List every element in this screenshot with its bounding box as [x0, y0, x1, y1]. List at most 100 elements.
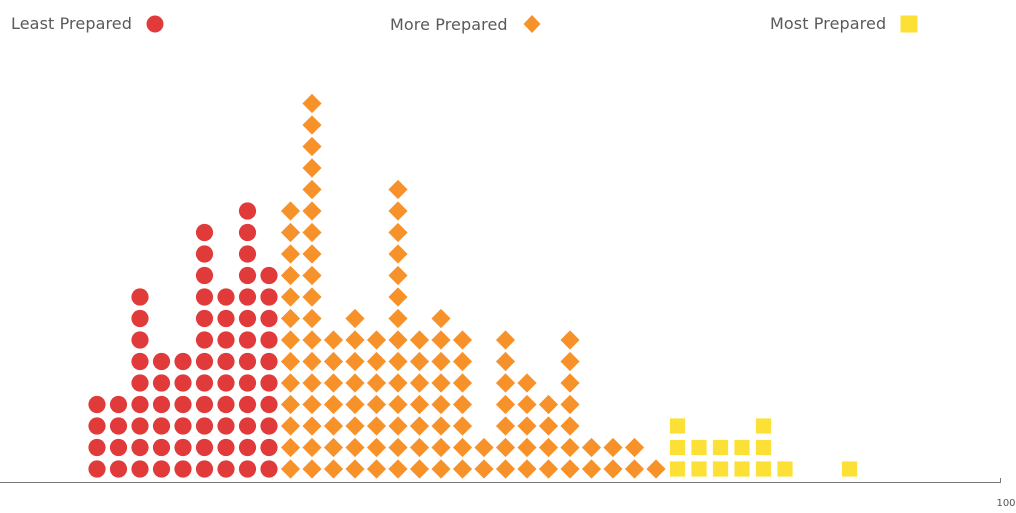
more-prepared-marker [560, 437, 580, 458]
least-prepared-marker [195, 223, 214, 242]
more-prepared-marker [345, 459, 365, 479]
more-prepared-marker [280, 287, 301, 307]
least-prepared-marker [217, 460, 235, 478]
circle-marker-icon [146, 15, 164, 32]
least-prepared-marker [260, 331, 278, 349]
more-prepared-marker [323, 437, 344, 458]
more-prepared-marker [302, 416, 322, 436]
more-prepared-marker [560, 416, 580, 436]
least-prepared-marker [195, 331, 214, 349]
more-prepared-marker [581, 437, 602, 458]
least-prepared-marker [238, 417, 257, 435]
x-tick-label: 100 [996, 498, 1015, 509]
more-prepared-marker [431, 351, 451, 372]
more-prepared-marker [388, 201, 408, 221]
more-prepared-marker [302, 351, 322, 372]
more-prepared-marker [280, 459, 301, 479]
more-prepared-marker [388, 287, 408, 307]
more-prepared-marker [280, 222, 301, 243]
least-prepared-marker [131, 460, 149, 478]
more-prepared-marker [646, 459, 666, 479]
more-prepared-marker [302, 330, 322, 350]
least-prepared-marker [174, 460, 192, 478]
more-prepared-marker [323, 394, 344, 415]
least-prepared-marker [260, 352, 278, 371]
legend-item-most-prepared[interactable]: Most Prepared [770, 14, 918, 33]
least-prepared-marker [260, 438, 278, 457]
least-prepared-marker [88, 395, 106, 414]
legend-label-least-prepared: Least Prepared [11, 14, 133, 33]
more-prepared-marker [388, 330, 408, 350]
more-prepared-marker [302, 265, 322, 286]
more-prepared-marker [431, 437, 451, 458]
more-prepared-marker [345, 351, 365, 372]
least-prepared-marker [131, 288, 149, 306]
more-prepared-marker [495, 437, 516, 458]
least-prepared-marker [217, 417, 235, 435]
least-prepared-marker [217, 374, 235, 392]
legend-item-least-prepared[interactable]: Least Prepared [11, 14, 164, 33]
least-prepared-marker [152, 438, 171, 457]
least-prepared-marker [195, 245, 214, 263]
square-marker-icon [900, 15, 918, 32]
more-prepared-marker [409, 394, 430, 415]
least-prepared-marker [238, 202, 257, 220]
more-prepared-marker [452, 373, 473, 393]
more-prepared-marker [345, 437, 365, 458]
more-prepared-marker [431, 416, 451, 436]
more-prepared-marker [280, 265, 301, 286]
more-prepared-marker [517, 394, 537, 415]
more-prepared-marker [280, 351, 301, 372]
least-prepared-marker [88, 460, 106, 478]
least-prepared-marker [195, 417, 214, 435]
more-prepared-marker [302, 459, 322, 479]
least-prepared-marker [109, 417, 128, 435]
least-prepared-marker [217, 288, 235, 306]
more-prepared-marker [345, 416, 365, 436]
least-prepared-marker [195, 309, 214, 328]
more-prepared-marker [388, 222, 408, 243]
more-prepared-marker [323, 459, 344, 479]
more-prepared-marker [431, 308, 451, 329]
most-prepared-marker [777, 461, 793, 477]
least-prepared-marker [238, 374, 257, 392]
least-prepared-marker [88, 417, 106, 435]
more-prepared-marker [452, 459, 473, 479]
most-prepared-marker [755, 418, 772, 434]
least-prepared-marker [238, 331, 257, 349]
more-prepared-marker [280, 373, 301, 393]
most-prepared-marker [712, 461, 729, 477]
more-prepared-marker [302, 308, 322, 329]
least-prepared-marker [260, 460, 278, 478]
more-prepared-marker [388, 459, 408, 479]
more-prepared-marker [495, 351, 516, 372]
least-prepared-marker [174, 352, 192, 371]
more-prepared-marker [366, 373, 387, 393]
least-prepared-marker [131, 374, 149, 392]
more-prepared-marker [431, 373, 451, 393]
least-prepared-marker [238, 395, 257, 414]
least-prepared-marker [260, 266, 278, 285]
least-prepared-marker [238, 245, 257, 263]
more-prepared-marker [517, 416, 537, 436]
legend-item-more-prepared[interactable]: More Prepared [390, 14, 542, 34]
more-prepared-marker [409, 330, 430, 350]
more-prepared-marker [345, 394, 365, 415]
more-prepared-marker [366, 416, 387, 436]
most-prepared-marker [669, 461, 686, 477]
legend-marker-more-prepared [523, 15, 541, 33]
more-prepared-marker [452, 330, 473, 350]
most-prepared-marker [691, 439, 707, 456]
least-prepared-marker [195, 288, 214, 306]
more-prepared-marker [409, 437, 430, 458]
more-prepared-marker [388, 179, 408, 200]
more-prepared-marker [388, 394, 408, 415]
least-prepared-marker [152, 417, 171, 435]
more-prepared-marker [560, 330, 580, 350]
least-prepared-marker [195, 266, 214, 285]
most-prepared-marker [755, 461, 772, 477]
more-prepared-marker [624, 459, 645, 479]
more-prepared-marker [302, 115, 322, 135]
more-prepared-marker [302, 244, 322, 264]
least-prepared-marker [238, 266, 257, 285]
